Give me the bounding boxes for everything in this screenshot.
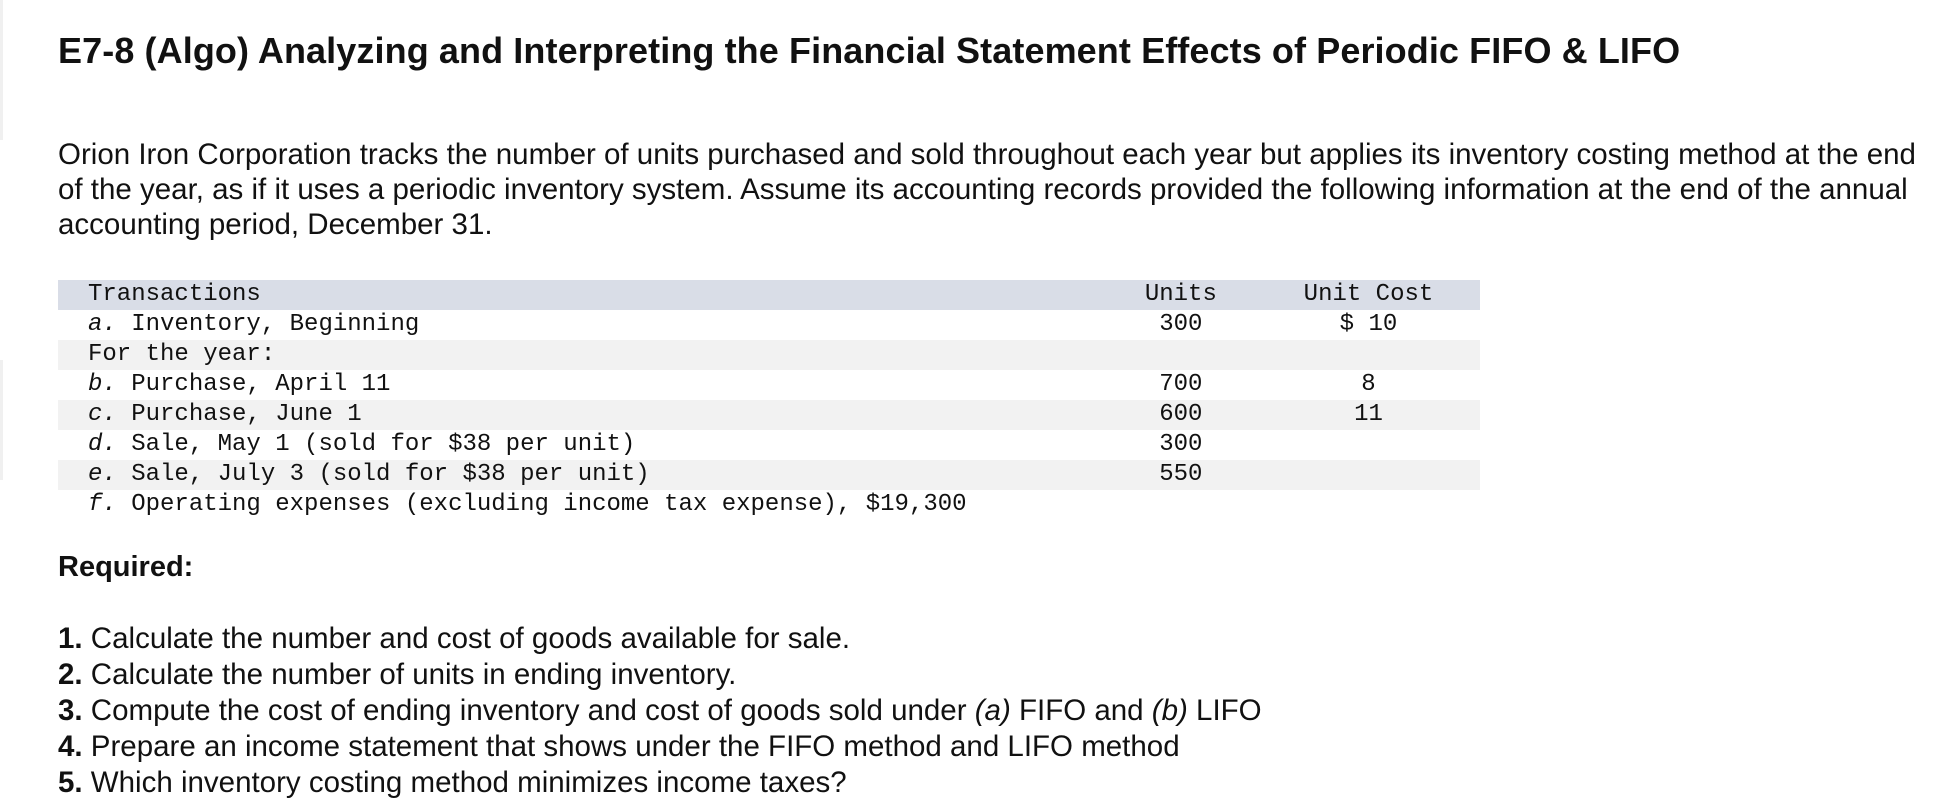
row-description: f. Operating expenses (excluding income … xyxy=(58,490,1105,520)
table-row: f. Operating expenses (excluding income … xyxy=(58,490,1480,520)
intro-paragraph: Orion Iron Corporation tracks the number… xyxy=(58,138,1916,241)
row-units: 300 xyxy=(1159,311,1203,338)
row-letter: f. xyxy=(88,491,117,518)
row-description: c. Purchase, June 1 xyxy=(58,400,1105,430)
row-unit-cost xyxy=(1257,430,1480,460)
table-row: b. Purchase, April 11 700 8 xyxy=(58,370,1480,400)
edge-divider xyxy=(0,0,3,140)
item-text: FIFO and xyxy=(1010,694,1152,727)
row-letter: d. xyxy=(88,431,117,458)
row-text: For the year: xyxy=(88,341,276,368)
header-units: Units xyxy=(1144,281,1217,308)
edge-divider xyxy=(0,360,3,480)
list-item: 1. Calculate the number and cost of good… xyxy=(58,621,1262,657)
list-item: 5. Which inventory costing method minimi… xyxy=(58,765,1262,801)
row-units xyxy=(1105,490,1257,520)
problem-title: E7-8 (Algo) Analyzing and Interpreting t… xyxy=(58,30,1681,71)
item-text: LIFO xyxy=(1187,694,1262,727)
row-description: b. Purchase, April 11 xyxy=(58,370,1105,400)
row-unit-cost xyxy=(1257,490,1480,520)
row-letter: c. xyxy=(88,401,117,428)
list-item: 2. Calculate the number of units in endi… xyxy=(58,657,1262,693)
transactions-table: Transactions Units Unit Cost a. Inventor… xyxy=(58,280,1480,520)
list-item: 4. Prepare an income statement that show… xyxy=(58,729,1262,765)
row-unit-cost: $ 10 xyxy=(1339,311,1398,338)
table-header-row: Transactions Units Unit Cost xyxy=(58,280,1480,310)
row-unit-cost xyxy=(1257,460,1480,490)
row-text: Sale, July 3 (sold for $38 per unit) xyxy=(116,461,650,488)
item-text: Compute the cost of ending inventory and… xyxy=(82,694,975,727)
row-description: For the year: xyxy=(58,340,1105,370)
list-item: 3. Compute the cost of ending inventory … xyxy=(58,693,1262,729)
table-row: For the year: xyxy=(58,340,1480,370)
row-letter: a. xyxy=(88,311,117,338)
row-units: 300 xyxy=(1159,431,1203,458)
header-transactions: Transactions xyxy=(88,281,261,308)
row-units xyxy=(1105,340,1257,370)
table-row: c. Purchase, June 1 600 11 xyxy=(58,400,1480,430)
row-unit-cost: 11 xyxy=(1354,401,1383,428)
item-emphasis: (a) xyxy=(974,694,1011,727)
row-units: 700 xyxy=(1159,371,1203,398)
row-units: 550 xyxy=(1159,461,1203,488)
item-text: Calculate the number of units in ending … xyxy=(82,658,737,691)
row-text: Sale, May 1 (sold for $38 per unit) xyxy=(116,431,636,458)
table-row: e. Sale, July 3 (sold for $38 per unit) … xyxy=(58,460,1480,490)
header-unit-cost: Unit Cost xyxy=(1303,281,1434,308)
row-text: Operating expenses (excluding income tax… xyxy=(116,491,967,518)
table-row: a. Inventory, Beginning 300 $ 10 xyxy=(58,310,1480,340)
row-description: d. Sale, May 1 (sold for $38 per unit) xyxy=(58,430,1105,460)
row-letter: b. xyxy=(88,371,117,398)
item-text: Calculate the number and cost of goods a… xyxy=(82,622,851,655)
item-text: Which inventory costing method minimizes… xyxy=(82,766,847,799)
item-number: 1. xyxy=(58,622,83,655)
item-emphasis: (b) xyxy=(1151,694,1188,727)
row-text: Inventory, Beginning xyxy=(116,311,420,338)
row-text: Purchase, June 1 xyxy=(116,401,362,428)
row-letter: e. xyxy=(88,461,117,488)
required-heading: Required: xyxy=(58,551,194,583)
table-row: d. Sale, May 1 (sold for $38 per unit) 3… xyxy=(58,430,1480,460)
item-number: 2. xyxy=(58,658,83,691)
required-list: 1. Calculate the number and cost of good… xyxy=(58,621,1262,801)
row-description: a. Inventory, Beginning xyxy=(58,310,1105,340)
row-units: 600 xyxy=(1159,401,1203,428)
row-text: Purchase, April 11 xyxy=(116,371,391,398)
row-unit-cost xyxy=(1257,340,1480,370)
row-description: e. Sale, July 3 (sold for $38 per unit) xyxy=(58,460,1105,490)
item-number: 3. xyxy=(58,694,83,727)
item-number: 4. xyxy=(58,730,83,763)
row-unit-cost: 8 xyxy=(1361,371,1376,398)
item-text: Prepare an income statement that shows u… xyxy=(82,730,1180,763)
item-number: 5. xyxy=(58,766,83,799)
